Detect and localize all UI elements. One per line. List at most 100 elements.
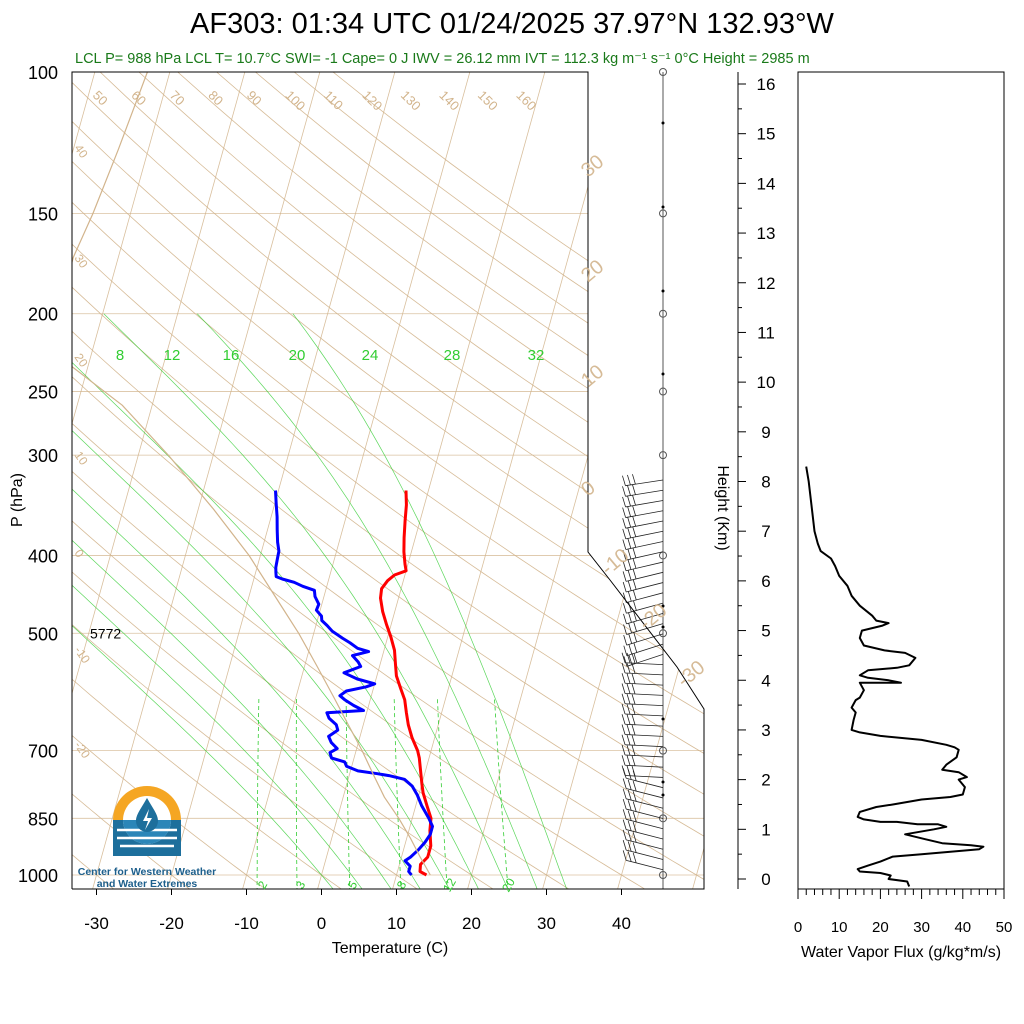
dry-adiabat [72,72,704,889]
wind-barb [626,859,664,871]
temp-tick-label: 40 [612,914,631,933]
wind-barb [625,510,664,518]
level-circle [659,814,667,823]
wind-barb-flag [633,642,638,653]
wind-barb-flag [632,495,636,506]
wind-barb-flag [627,538,632,549]
wind-barb-flag [632,770,637,781]
wind-barb-flag [622,475,626,486]
wind-barb [625,734,664,737]
wind-barb-flag [631,735,636,746]
dry-adiabat-label: 140 [436,88,462,114]
calm-dot [661,625,665,629]
wind-barb-flag [622,581,627,593]
wind-barb-flag [627,527,632,538]
mixing-ratio-label: 8 [116,347,124,364]
dry-adiabat [72,72,704,889]
wind-barb [625,520,664,529]
wind-barb-flag [633,610,637,622]
dry-adiabat [177,72,704,889]
wind-barb-flag [622,603,627,614]
wind-barb [625,764,664,768]
mixing-ratio-label: 28 [444,347,461,364]
mixing-ratio-label: 12 [164,347,181,364]
mixing-ratio-line [295,696,298,889]
wind-barb-flag [627,517,632,528]
wind-barb [625,682,664,686]
calm-dot [661,289,665,293]
wind-barb-flag [627,851,632,862]
height-tick-label: 9 [761,423,770,442]
wind-barb-flag [633,653,638,664]
wind-barb [626,839,664,850]
flux-tick-label: 30 [913,919,930,936]
logo-line-1: Center for Western Weather [77,866,217,878]
wind-barb [626,612,664,625]
series-parcel [72,72,431,876]
wind-barb-flag [631,714,636,725]
wind-barb-flag [622,507,626,518]
wind-barb-flag [627,485,631,496]
dry-adiabat [293,72,704,889]
pressure-tick-label: 200 [28,305,58,325]
wind-barb-flag [626,683,631,694]
dry-adiabat [332,72,704,889]
wind-barb-flag [622,539,627,550]
level-circle [659,387,667,396]
wind-barb [626,798,664,809]
dry-adiabat-label: 110 [321,88,346,113]
flux-frame [797,71,1005,890]
cw3e-logo-icon [113,786,181,856]
pressure-tick-label: 1000 [18,866,58,886]
wind-barb-flag [627,800,632,811]
dry-adiabat [72,72,422,889]
wind-barb-flag [621,662,626,674]
dry-adiabat-label: -20 [72,739,94,762]
height-tick-label: 7 [761,522,770,541]
dry-adiabat-label: -10 [72,644,94,667]
wind-barb-flag [622,571,627,582]
pressure-tick-label: 700 [28,742,58,762]
wind-barb [626,808,664,819]
wind-barb-flag [632,811,637,822]
dry-adiabat [216,72,704,889]
wind-barb [625,571,664,582]
moist-adiabat-label: 12 [440,875,459,894]
isotherm-label: -30 [673,656,709,691]
wind-barb [625,662,664,666]
wind-barb-flag [626,704,631,715]
wind-barb-flag [632,791,637,802]
wind-barb-flag [622,518,627,529]
wind-barb-flag [622,528,627,539]
wind-barb-flag [621,703,626,715]
wind-barb [626,818,664,830]
temp-tick-label: -20 [159,914,184,933]
wind-barb-flag [627,580,632,591]
wind-barb-flag [628,633,633,644]
wind-barb-flag [626,724,631,735]
level-circle [659,309,667,318]
flux-series-line [805,466,985,887]
wind-barb-flag [632,801,637,812]
flux-axis-label: Water Vapor Flux (g/kg*m/s) [801,944,1001,961]
height-axis-label: Height (Km) [714,465,731,550]
wind-barb-flag [631,653,636,664]
wind-barb-flag [631,663,636,674]
dry-adiabat [72,72,270,889]
level-circle [659,629,667,638]
wind-barb [625,703,664,707]
wind-barb-flag [626,652,631,664]
moist-adiabat [72,313,394,889]
pressure-tick-label: 100 [28,63,58,83]
wind-barb [626,592,664,603]
calm-dot [661,780,665,784]
isotherm-label: 0 [577,477,600,501]
wind-barb-flag [621,734,626,745]
wind-barb-flag [632,484,636,495]
wind-barb-flag [632,842,637,853]
wind-barb-flag [621,755,626,766]
dry-adiabat [99,72,704,889]
height-tick-label: 2 [761,771,770,790]
wind-barb-flag [623,624,627,635]
